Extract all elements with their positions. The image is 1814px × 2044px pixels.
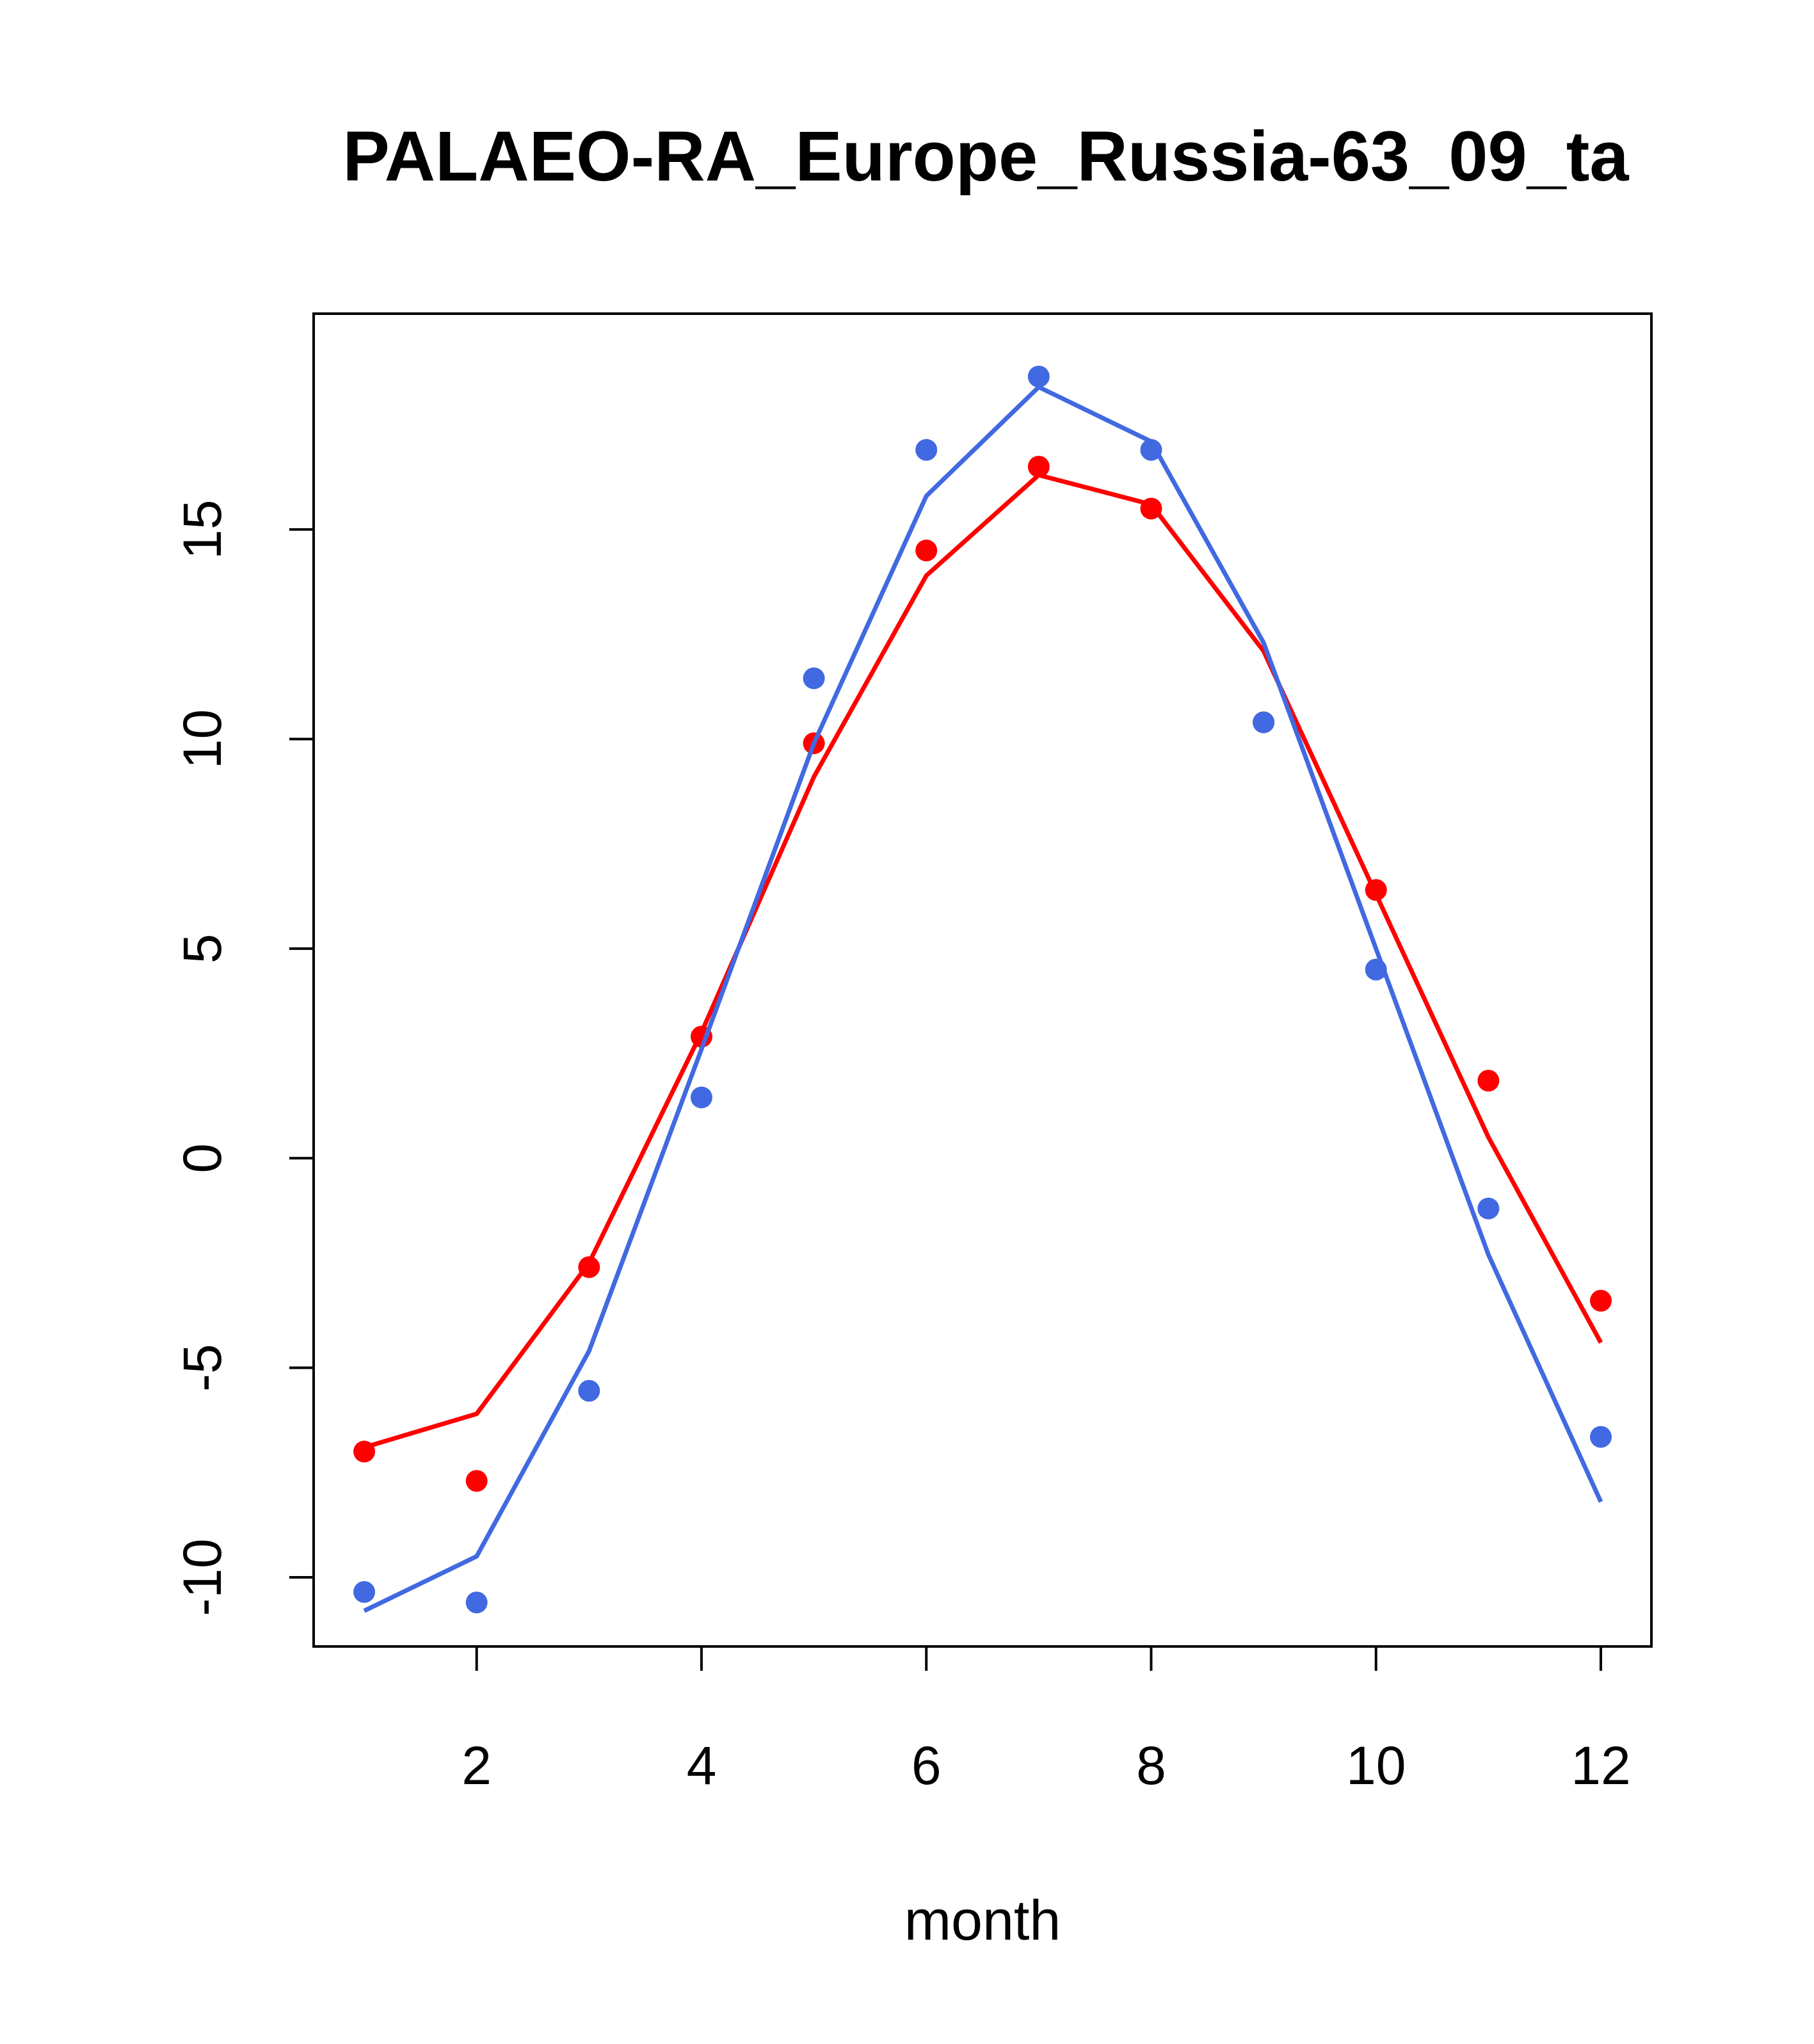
series-line bbox=[363, 472, 1603, 1450]
series-2 bbox=[353, 366, 1612, 1614]
x-axis: 2 4 6 8 10 12 bbox=[462, 1646, 1631, 1796]
data-point bbox=[915, 539, 938, 561]
y-tick-label: -5 bbox=[172, 1344, 232, 1392]
x-tick-label: 4 bbox=[687, 1735, 717, 1796]
data-point bbox=[915, 439, 938, 461]
data-point bbox=[1589, 1289, 1612, 1312]
data-point bbox=[578, 1380, 600, 1402]
data-point bbox=[1140, 439, 1162, 461]
data-point bbox=[353, 1440, 376, 1463]
data-point bbox=[1365, 958, 1387, 981]
data-point bbox=[353, 1581, 376, 1603]
data-point bbox=[1253, 711, 1275, 734]
y-tick-label: 5 bbox=[172, 934, 232, 964]
x-tick-label: 6 bbox=[911, 1735, 942, 1796]
data-point bbox=[1477, 1070, 1500, 1092]
y-tick-label: -10 bbox=[172, 1538, 232, 1616]
y-tick-label: 15 bbox=[172, 499, 232, 559]
data-point bbox=[465, 1470, 488, 1492]
x-axis-label: month bbox=[904, 1888, 1061, 1952]
data-point bbox=[465, 1591, 488, 1614]
data-point bbox=[803, 667, 825, 689]
x-tick-label: 12 bbox=[1571, 1735, 1630, 1796]
data-point bbox=[1589, 1426, 1612, 1448]
y-tick-label: 0 bbox=[172, 1143, 232, 1173]
y-tick-label: 10 bbox=[172, 709, 232, 769]
series-layer bbox=[353, 366, 1612, 1614]
data-point bbox=[1027, 455, 1050, 478]
data-point bbox=[1027, 366, 1050, 388]
plot-frame bbox=[312, 312, 1653, 1648]
chart-title: PALAEO-RA_Europe_Russia-63_09_ta bbox=[342, 117, 1629, 196]
data-point bbox=[1365, 879, 1387, 901]
y-axis: -10 -5 0 5 10 15 bbox=[172, 499, 314, 1616]
data-point bbox=[578, 1256, 600, 1278]
data-point bbox=[1477, 1197, 1500, 1219]
data-point bbox=[1140, 497, 1162, 520]
data-point bbox=[690, 1086, 712, 1109]
series-line bbox=[363, 385, 1603, 1613]
x-tick-label: 2 bbox=[462, 1735, 492, 1796]
x-tick-label: 10 bbox=[1346, 1735, 1406, 1796]
x-tick-label: 8 bbox=[1136, 1735, 1166, 1796]
